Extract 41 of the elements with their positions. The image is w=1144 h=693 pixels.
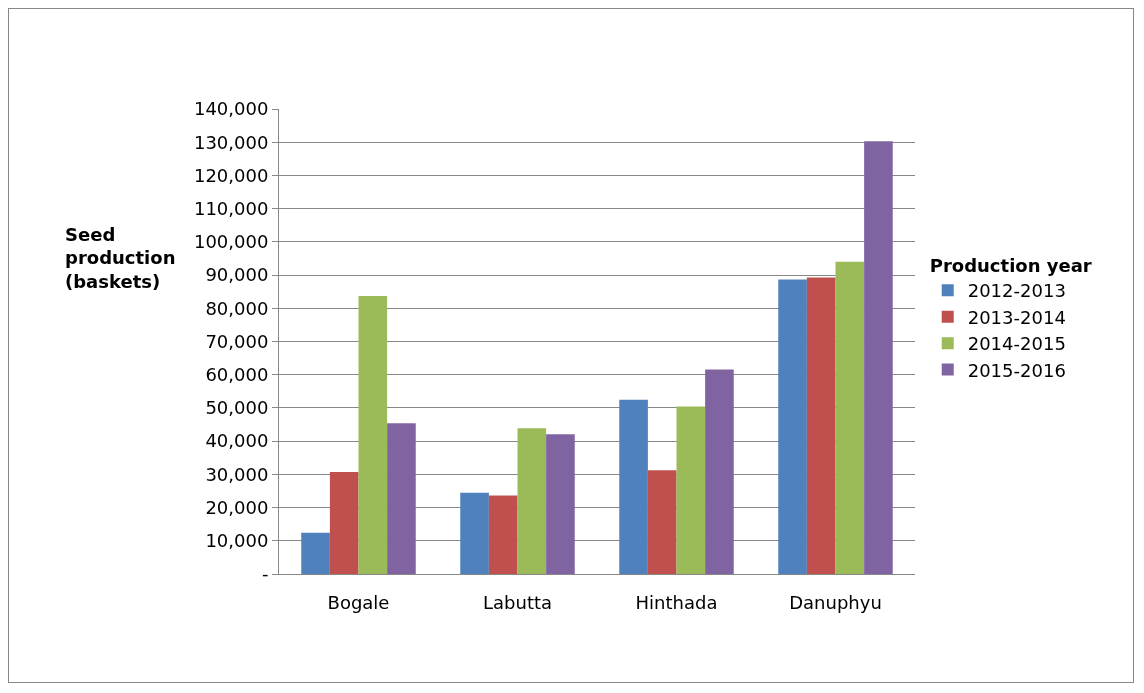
y-tick-label: 80,000 — [205, 297, 269, 319]
bar — [676, 406, 706, 574]
x-tick-label: Bogale — [327, 591, 390, 613]
x-tick-label: Hinthada — [635, 591, 718, 613]
legend-title: Production year — [929, 255, 1092, 277]
x-tick-label: Danuphyu — [789, 591, 882, 613]
bar — [546, 434, 575, 574]
y-tick-label: 70,000 — [205, 330, 269, 352]
y-axis-title: Seed production (baskets) — [65, 224, 176, 292]
legend-label: 2014-2015 — [967, 333, 1066, 355]
y-tick-label: - — [261, 563, 269, 585]
y-tick-label: 40,000 — [205, 430, 269, 452]
y-tick-label: 140,000 — [193, 98, 269, 120]
bar — [619, 399, 648, 574]
bar — [864, 141, 893, 574]
x-tick-label: Labutta — [482, 591, 553, 613]
bar — [705, 369, 734, 574]
bar — [806, 277, 836, 574]
bar — [517, 428, 547, 574]
bar — [835, 261, 865, 574]
bar — [778, 279, 807, 574]
y-tick-label: 20,000 — [205, 496, 269, 518]
y-tick-label: 100,000 — [193, 231, 269, 253]
bar — [358, 296, 388, 574]
bar — [488, 495, 518, 574]
bar — [387, 423, 416, 574]
bar — [647, 470, 677, 574]
bar — [460, 492, 489, 574]
legend-label: 2012-2013 — [967, 280, 1066, 302]
y-tick-label: 60,000 — [205, 364, 269, 386]
y-tick-label: 30,000 — [205, 463, 269, 485]
y-tick-label: 50,000 — [205, 397, 269, 419]
y-tick-label: 90,000 — [205, 264, 269, 286]
y-tick-label: 130,000 — [193, 131, 269, 153]
y-tick-label: 120,000 — [193, 164, 269, 186]
y-tick-label: 110,000 — [193, 197, 269, 219]
legend-label: 2013-2014 — [967, 306, 1066, 328]
bar — [301, 532, 330, 574]
legend-label: 2015-2016 — [967, 359, 1066, 381]
bar — [329, 472, 359, 574]
y-tick-label: 10,000 — [205, 530, 269, 552]
